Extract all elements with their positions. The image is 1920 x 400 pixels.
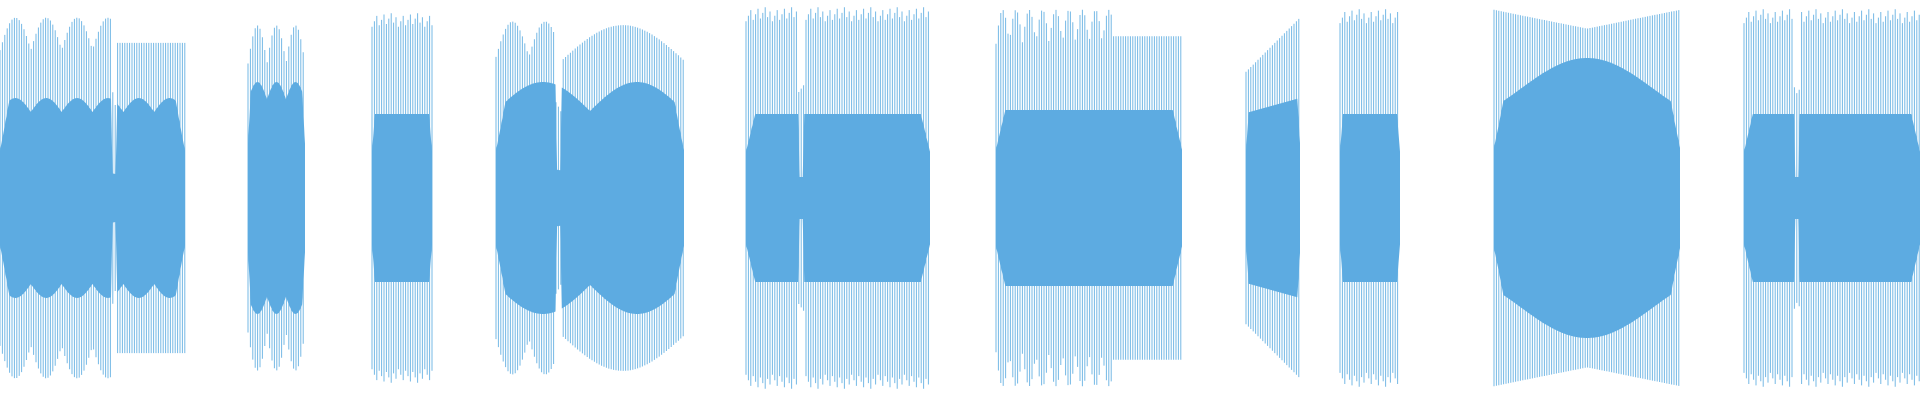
waveform-clip-1[interactable] bbox=[0, 17, 186, 379]
waveform-body bbox=[1744, 114, 1920, 282]
waveform-clip-10[interactable] bbox=[1743, 9, 1920, 387]
waveform-body bbox=[1340, 114, 1400, 282]
waveform-clip-6[interactable] bbox=[995, 9, 1182, 387]
waveform-clip-5[interactable] bbox=[745, 7, 930, 389]
waveform-body bbox=[0, 98, 185, 298]
waveform-clip-3[interactable] bbox=[371, 13, 433, 383]
waveform-clip-9[interactable] bbox=[1493, 9, 1680, 387]
waveform-body bbox=[1494, 58, 1680, 338]
waveform-clip-8[interactable] bbox=[1339, 9, 1400, 387]
waveform-clip-7[interactable] bbox=[1245, 18, 1300, 378]
waveform-body bbox=[248, 82, 305, 314]
waveform-layer bbox=[0, 7, 1920, 389]
waveform-body bbox=[372, 114, 432, 282]
waveform-body bbox=[1246, 98, 1300, 298]
waveform-body bbox=[996, 110, 1182, 286]
waveform-body bbox=[496, 82, 684, 314]
waveform-body bbox=[746, 114, 930, 282]
waveform-clip-4[interactable] bbox=[495, 21, 684, 375]
waveform-clip-2[interactable] bbox=[247, 25, 305, 371]
